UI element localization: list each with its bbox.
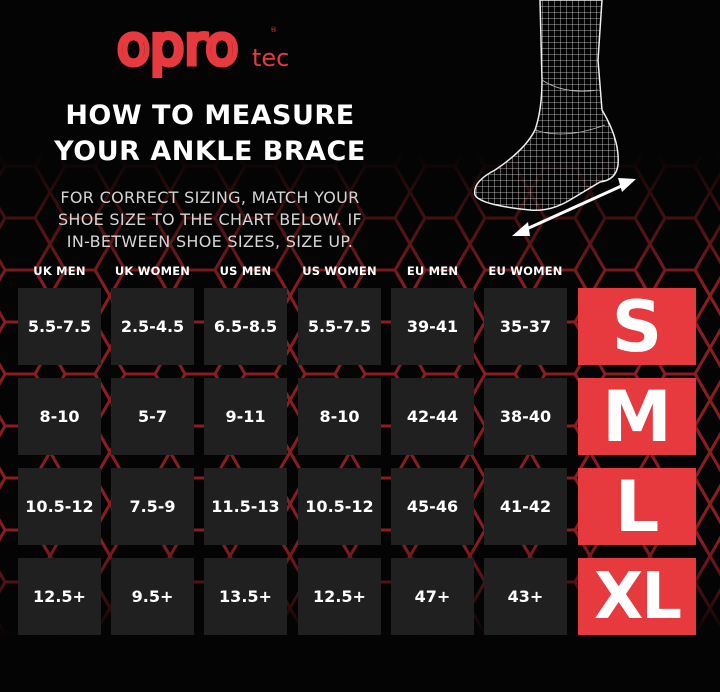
- logo-main-text: opro: [117, 18, 238, 77]
- size-cell: 5.5-7.5: [298, 288, 381, 365]
- double-arrow-icon: [512, 178, 636, 236]
- size-cell: 38-40: [484, 378, 567, 455]
- size-cell: 11.5-13: [204, 468, 287, 545]
- column-header-us-men: US MEN: [219, 264, 272, 278]
- size-cell: 12.5+: [298, 558, 381, 635]
- size-cell: 8-10: [298, 378, 381, 455]
- size-cell: 2.5-4.5: [111, 288, 194, 365]
- size-cell: 35-37: [484, 288, 567, 365]
- size-cell: 6.5-8.5: [204, 288, 287, 365]
- column-header-uk-women: UK WOMEN: [114, 264, 191, 278]
- logo-suffix-text: tec: [252, 44, 289, 72]
- size-cell: 13.5+: [204, 558, 287, 635]
- size-cell: 10.5-12: [298, 468, 381, 545]
- column-header-us-women: US WOMEN: [302, 264, 377, 278]
- size-cell: 7.5-9: [111, 468, 194, 545]
- instructions-line-2: SHOE SIZE TO THE CHART BELOW. IF: [57, 210, 363, 229]
- wireframe-foot-icon: [473, 0, 636, 236]
- size-cell: 42-44: [391, 378, 474, 455]
- size-cell: 10.5-12: [18, 468, 101, 545]
- column-header-eu-men: EU MEN: [406, 264, 459, 278]
- oprotec-logo: opro tec ®: [117, 18, 289, 80]
- size-cell: 45-46: [391, 468, 474, 545]
- page-title-line-1: HOW TO MEASURE: [65, 100, 355, 131]
- instructions-line-3: IN-BETWEEN SHOE SIZES, SIZE UP.: [66, 232, 354, 251]
- registered-mark: ®: [270, 26, 277, 34]
- size-cell: 9.5+: [111, 558, 194, 635]
- page-title-line-2: YOUR ANKLE BRACE: [54, 136, 366, 167]
- size-cell: 12.5+: [18, 558, 101, 635]
- size-cell: 8-10: [18, 378, 101, 455]
- size-cell: 41-42: [484, 468, 567, 545]
- size-label-m: M: [578, 378, 696, 455]
- size-cell: 9-11: [204, 378, 287, 455]
- column-header-uk-men: UK MEN: [33, 264, 86, 278]
- size-label-l: L: [578, 468, 696, 545]
- column-header-eu-women: EU WOMEN: [488, 264, 563, 278]
- size-cell: 5.5-7.5: [18, 288, 101, 365]
- size-label-xl: XL: [578, 558, 696, 635]
- size-cell: 5-7: [111, 378, 194, 455]
- size-cell: 39-41: [391, 288, 474, 365]
- size-cell: 43+: [484, 558, 567, 635]
- instructions-line-1: FOR CORRECT SIZING, MATCH YOUR: [60, 188, 360, 207]
- size-cell: 47+: [391, 558, 474, 635]
- size-label-s: S: [578, 288, 696, 365]
